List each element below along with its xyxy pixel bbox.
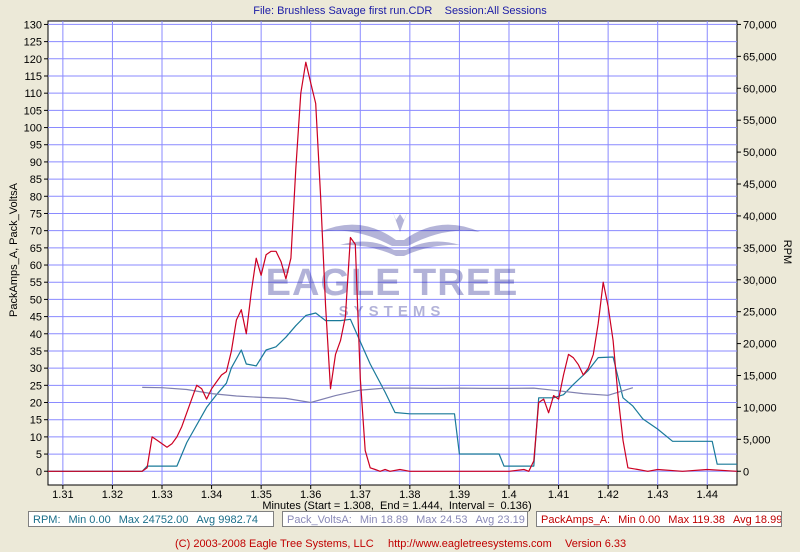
y-left-tick-label: 80 (30, 191, 42, 203)
x-tick-label: 1.4 (501, 489, 516, 501)
x-tick-label: 1.31 (52, 489, 73, 501)
y-right-tick-label: 65,000 (743, 51, 777, 63)
y-left-tick-label: 130 (24, 19, 42, 31)
x-tick-label: 1.32 (102, 489, 123, 501)
y-right-tick-label: 55,000 (743, 115, 777, 127)
y-left-tick-label: 0 (36, 466, 42, 478)
series-lines (48, 61, 738, 472)
y-right-tick-label: 5,000 (743, 434, 771, 446)
x-tick-label: 1.33 (151, 489, 172, 501)
y-left-tick-label: 95 (30, 140, 42, 152)
y-right-tick-label: 45,000 (743, 179, 777, 191)
y-right-tick-label: 30,000 (743, 275, 777, 287)
x-tick-label: 1.42 (597, 489, 618, 501)
x-tick-label: 1.41 (548, 489, 569, 501)
legend-rpm: RPM: Min 0.00 Max 24752.00 Avg 9982.74 (28, 511, 274, 527)
legend-volts-min: Min 18.89 (359, 514, 409, 526)
footer: (C) 2003-2008 Eagle Tree Systems, LLC ht… (175, 538, 626, 550)
x-tick-label: 1.38 (399, 489, 420, 501)
legend-amps-name: PackAmps_A: (541, 514, 611, 526)
footer-version: Version 6.33 (565, 538, 626, 550)
y-left-tick-label: 100 (24, 123, 42, 135)
watermark-logo: EAGLE TREE SYSTEMS (266, 210, 519, 320)
y-right-tick-label: 40,000 (743, 211, 777, 223)
y-right-tick-label: 50,000 (743, 147, 777, 159)
y-right-axis-ticks: 0 5,000 10,000 15,000 20,000 25,000 30,000 35,0… (737, 19, 777, 478)
x-tick-label: 1.43 (647, 489, 668, 501)
y-left-tick-label: 30 (30, 363, 42, 375)
series-line-rpm (48, 312, 737, 472)
x-tick-label: 1.44 (697, 489, 718, 501)
y-right-tick-label: 15,000 (743, 371, 777, 383)
x-axis-ticks: 1.31 1.32 1.33 1.34 1.35 1.36 1.37 1.38 1.39 1.4 1… (52, 485, 718, 501)
y-left-tick-label: 115 (24, 71, 42, 83)
legend-rpm-max: Max 24752.00 (118, 514, 189, 526)
y-left-tick-label: 55 (30, 277, 42, 289)
y-left-tick-label: 5 (36, 449, 42, 461)
grid (48, 21, 737, 485)
x-tick-label: 1.39 (449, 489, 470, 501)
y-left-tick-label: 50 (30, 294, 42, 306)
y-left-tick-label: 15 (30, 415, 42, 427)
x-tick-label: 1.35 (250, 489, 271, 501)
y-left-tick-label: 45 (30, 312, 42, 324)
y-right-tick-label: 20,000 (743, 339, 777, 351)
footer-copyright: (C) 2003-2008 Eagle Tree Systems, LLC (175, 538, 374, 550)
y-right-tick-label: 60,000 (743, 83, 777, 95)
legend-rpm-min: Min 0.00 (68, 514, 111, 526)
x-axis-label: Minutes (Start = 1.308, End = 1.444, Int… (262, 500, 531, 512)
y-left-tick-label: 65 (30, 243, 42, 255)
y-left-tick-label: 75 (30, 208, 42, 220)
series-line-pack-amps (48, 61, 738, 472)
y-right-tick-label: 10,000 (743, 402, 777, 414)
y-left-axis-ticks: 0 5 10 15 20 25 30 35 40 45 50 55 60 65 70 75 80 85 90 95 10… (24, 19, 48, 478)
legend-volts-name: Pack_VoltsA: (287, 514, 352, 526)
y-left-tick-label: 35 (30, 346, 42, 358)
watermark-text-main: EAGLE TREE (266, 262, 519, 304)
y-left-tick-label: 60 (30, 260, 42, 272)
legend-volts-max: Max 24.53 (416, 514, 468, 526)
watermark-text-sub: SYSTEMS (339, 303, 446, 320)
eagle-icon (320, 210, 480, 256)
legend-amps-max: Max 119.38 (668, 514, 725, 526)
legend-volts-avg: Avg 23.19 (475, 514, 525, 526)
y-left-tick-label: 90 (30, 157, 42, 169)
series-line-pack-volts (142, 386, 634, 404)
y-right-axis-label: RPM (781, 240, 793, 264)
y-right-tick-label: 25,000 (743, 307, 777, 319)
legend-rpm-name: RPM: (33, 514, 61, 526)
y-left-tick-label: 120 (24, 54, 42, 66)
y-left-tick-label: 70 (30, 226, 42, 238)
legend-amps-min: Min 0.00 (618, 514, 661, 526)
y-right-tick-label: 70,000 (743, 19, 777, 31)
x-tick-label: 1.36 (300, 489, 321, 501)
x-tick-label: 1.34 (201, 489, 222, 501)
legend-amps: PackAmps_A: Min 0.00 Max 119.38 Avg 18.99 (536, 511, 782, 527)
y-right-tick-label: 0 (743, 466, 749, 478)
y-left-tick-label: 110 (24, 88, 42, 100)
y-left-tick-label: 105 (24, 105, 42, 117)
y-right-tick-label: 35,000 (743, 243, 777, 255)
chart-title: File: Brushless Savage first run.CDR Ses… (253, 5, 547, 17)
y-left-tick-label: 85 (30, 174, 42, 186)
legend-volts: Pack_VoltsA: Min 18.89 Max 24.53 Avg 23.19 (282, 511, 528, 527)
y-left-tick-label: 20 (30, 398, 42, 410)
y-left-tick-label: 40 (30, 329, 42, 341)
y-left-tick-label: 25 (30, 380, 42, 392)
y-left-tick-label: 125 (24, 37, 42, 49)
x-tick-label: 1.37 (350, 489, 371, 501)
y-left-axis-label: PackAmps_A, Pack_VoltsA (8, 182, 20, 317)
legend-rpm-avg: Avg 9982.74 (196, 514, 258, 526)
footer-url[interactable]: http://www.eagletreesystems.com (388, 538, 552, 550)
legend-amps-avg: Avg 18.99 (732, 514, 782, 526)
y-left-tick-label: 10 (30, 432, 42, 444)
